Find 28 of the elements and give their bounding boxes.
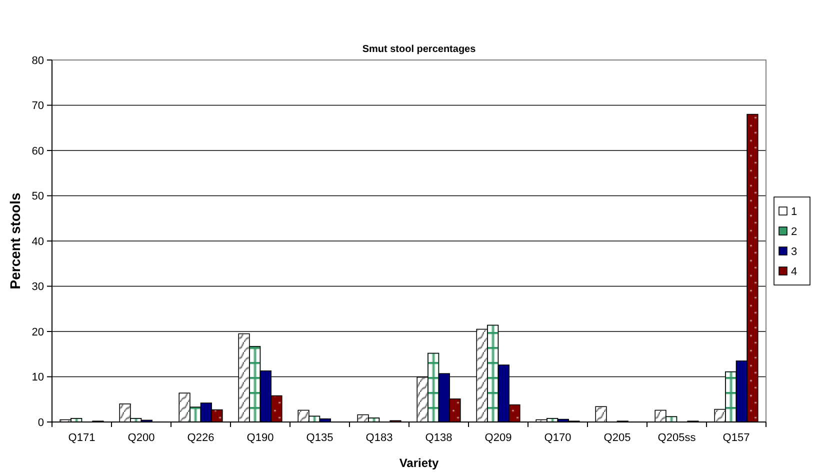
legend-label: 3: [791, 246, 798, 258]
y-tick-label: 20: [32, 326, 44, 338]
x-tick-label: Q205ss: [658, 432, 696, 444]
y-axis-title: Percent stools: [7, 192, 23, 290]
x-tick-label: Q135: [306, 432, 334, 444]
y-tick-label: 50: [32, 190, 44, 203]
x-axis-title: Variety: [399, 456, 439, 470]
x-tick-label: Q138: [425, 432, 452, 444]
x-tick-label: Q205: [604, 432, 631, 444]
y-tick-label: 80: [32, 54, 44, 67]
x-tick-label: Q190: [246, 432, 274, 444]
x-tick-label: Q209: [484, 432, 512, 444]
x-tick-label: Q170: [544, 432, 572, 444]
chart-title: Smut stool percentages: [362, 44, 476, 55]
y-tick-label: 30: [32, 281, 44, 294]
x-tick-label: Q200: [128, 432, 155, 444]
y-tick-label: 70: [32, 100, 44, 112]
x-tick-label: Q157: [722, 432, 750, 444]
legend-label: 1: [791, 206, 798, 218]
y-tick-label: 40: [32, 236, 44, 248]
y-tick-label: 10: [32, 372, 44, 384]
x-tick-label: Q226: [187, 432, 214, 444]
y-tick-label: 0: [38, 416, 44, 429]
legend-label: 2: [791, 226, 798, 238]
x-tick-label: Q183: [366, 432, 393, 444]
x-tick-label: Q171: [68, 432, 96, 444]
legend-label: 4: [791, 266, 798, 278]
y-tick-label: 60: [32, 145, 44, 158]
